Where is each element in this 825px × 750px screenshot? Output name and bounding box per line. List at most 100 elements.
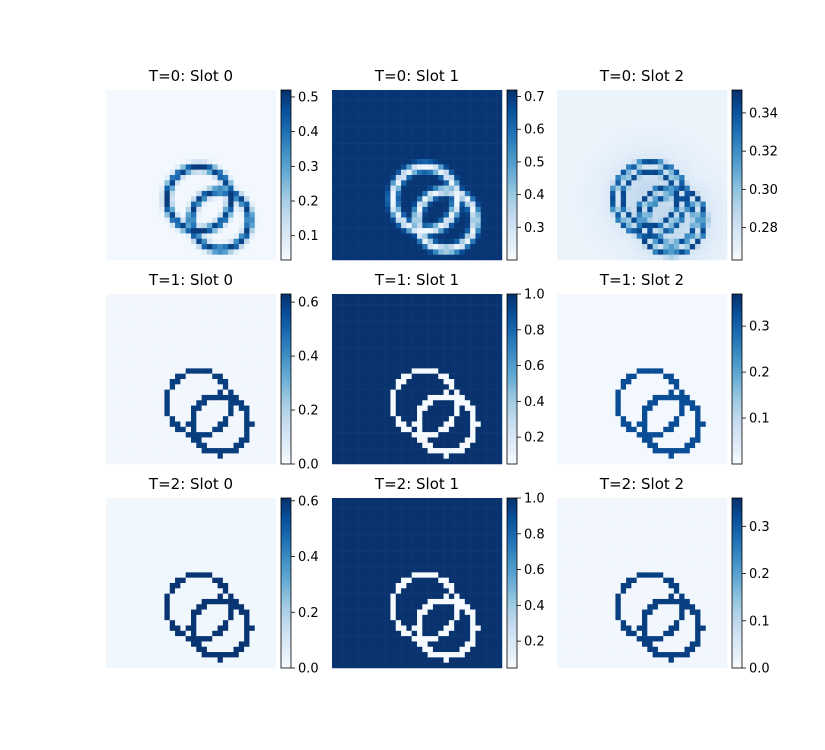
heatmap-cell xyxy=(567,90,574,96)
heatmap-cell xyxy=(148,137,155,144)
heatmap-cell xyxy=(185,249,192,255)
colorbar-segment xyxy=(732,200,742,204)
heatmap-cell xyxy=(191,453,197,459)
heatmap-cell xyxy=(106,357,112,364)
heatmap-cell xyxy=(201,100,208,107)
heatmap-cell xyxy=(169,416,176,422)
heatmap-cell xyxy=(132,442,139,449)
heatmap-cell xyxy=(562,90,568,96)
heatmap-cell xyxy=(212,320,218,327)
heatmap-cell xyxy=(438,137,444,144)
heatmap-cell xyxy=(238,432,245,438)
heatmap-cell xyxy=(470,201,476,208)
heatmap-cell xyxy=(148,148,155,154)
heatmap-cell xyxy=(562,254,568,261)
heatmap-cell xyxy=(191,212,197,218)
heatmap-cell xyxy=(626,148,632,154)
heatmap-cell xyxy=(337,217,343,224)
heatmap-cell xyxy=(448,206,455,213)
heatmap xyxy=(106,294,277,465)
heatmap-cell xyxy=(148,169,155,176)
heatmap-cell xyxy=(642,254,648,261)
colorbar-segment xyxy=(281,390,291,394)
heatmap-cell xyxy=(132,426,139,433)
heatmap-cell xyxy=(390,137,396,144)
heatmap-cell xyxy=(390,352,396,358)
colorbar-segment xyxy=(732,223,742,227)
heatmap-cell xyxy=(249,175,255,181)
heatmap-cell xyxy=(557,212,563,218)
heatmap-cell xyxy=(438,233,444,239)
heatmap-cell xyxy=(238,325,245,332)
heatmap-cell xyxy=(169,90,176,96)
heatmap-cell xyxy=(395,238,402,245)
heatmap-cell xyxy=(137,410,144,417)
colorbar-segment xyxy=(281,126,291,131)
heatmap-cell xyxy=(700,90,706,96)
heatmap-cell xyxy=(470,228,476,234)
colorbar-segment xyxy=(281,376,291,380)
heatmap-cell xyxy=(196,185,202,192)
heatmap-cell xyxy=(374,164,381,170)
heatmap-cell xyxy=(137,159,144,165)
heatmap-cell xyxy=(572,169,579,176)
heatmap-cell xyxy=(148,175,155,181)
heatmap-cell xyxy=(363,254,370,261)
heatmap-cell xyxy=(470,325,476,332)
heatmap-cell xyxy=(233,368,240,374)
heatmap-cell xyxy=(636,111,643,117)
heatmap-cell xyxy=(395,315,402,321)
colorbar-segment xyxy=(281,396,291,400)
heatmap-cell xyxy=(185,127,192,133)
heatmap-cell xyxy=(395,137,402,144)
heatmap-cell xyxy=(358,304,365,311)
heatmap-cell xyxy=(390,233,396,239)
colorbar-segment xyxy=(281,194,291,199)
heatmap-cell xyxy=(164,352,170,358)
heatmap-cell xyxy=(459,309,466,316)
heatmap-cell xyxy=(610,185,616,192)
heatmap-cell xyxy=(604,206,611,213)
heatmap-cell xyxy=(106,244,112,250)
heatmap-cell xyxy=(486,352,492,358)
heatmap-cell xyxy=(411,185,418,192)
heatmap-cell xyxy=(689,206,696,213)
heatmap-cell xyxy=(132,143,139,149)
heatmap-cell xyxy=(148,90,155,96)
heatmap-cell xyxy=(337,196,343,202)
heatmap-cell xyxy=(164,341,170,348)
heatmap-cell xyxy=(459,357,466,364)
heatmap-cell xyxy=(153,320,160,327)
heatmap-cell xyxy=(459,159,466,165)
heatmap-cell xyxy=(260,320,266,327)
heatmap-cell xyxy=(604,233,611,239)
heatmap-cell xyxy=(254,137,261,144)
heatmap-cell xyxy=(599,222,606,229)
heatmap-cell xyxy=(454,347,460,353)
heatmap-cell xyxy=(164,320,170,327)
colorbar-segment xyxy=(281,141,291,145)
heatmap-cell xyxy=(270,416,277,422)
heatmap-cell xyxy=(254,432,261,438)
heatmap-cell xyxy=(127,111,133,117)
heatmap-cell xyxy=(196,121,202,128)
heatmap-cell xyxy=(459,363,466,369)
heatmap-cell xyxy=(390,105,396,112)
heatmap-cell xyxy=(663,116,669,123)
heatmap-cell xyxy=(583,222,590,229)
heatmap-cell xyxy=(148,127,155,133)
heatmap-cell xyxy=(153,212,160,218)
colorbar-segment xyxy=(732,109,742,114)
heatmap-cell xyxy=(185,405,192,412)
heatmap-cell xyxy=(374,233,381,239)
heatmap-cell xyxy=(332,325,338,332)
heatmap-cell xyxy=(401,249,407,255)
heatmap-cell xyxy=(233,416,240,422)
heatmap-cell xyxy=(249,254,255,261)
colorbar-segment xyxy=(281,172,291,176)
heatmap-cell xyxy=(342,105,349,112)
heatmap-cell xyxy=(417,201,423,208)
heatmap-cell xyxy=(464,254,471,261)
heatmap-cell xyxy=(222,331,229,337)
heatmap-cell xyxy=(470,185,476,192)
